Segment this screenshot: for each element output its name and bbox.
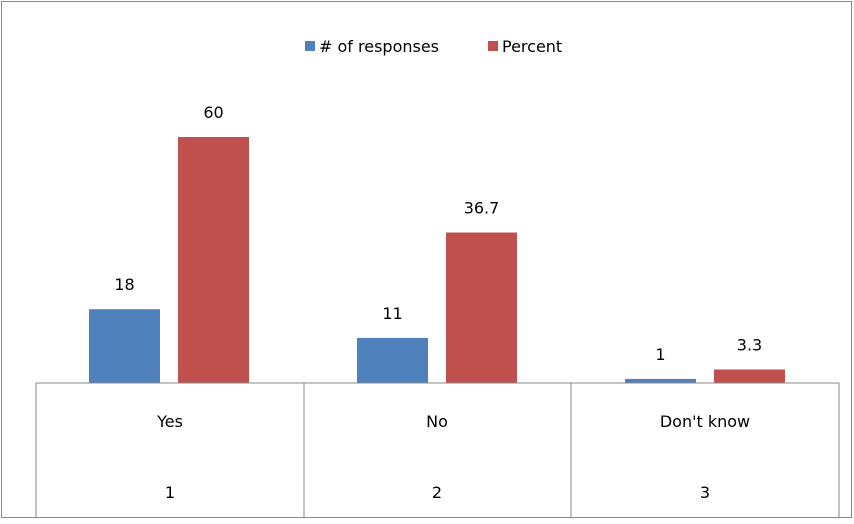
tick-number-2: 2 — [432, 483, 442, 502]
legend-label-percent: Percent — [502, 37, 562, 56]
legend-label-responses: # of responses — [319, 37, 439, 56]
data-labels: 18 60 11 36.7 1 3.3 — [114, 103, 762, 364]
bar-percent-dont-know — [714, 369, 785, 383]
data-label-responses-dont-know: 1 — [655, 345, 665, 364]
bar-responses-dont-know — [625, 378, 696, 383]
tick-label-no: No — [426, 412, 448, 431]
bar-responses-no — [357, 337, 428, 383]
legend: # of responses Percent — [305, 37, 562, 56]
tick-label-yes: Yes — [156, 412, 183, 431]
bar-percent-yes — [178, 137, 249, 383]
tick-label-dont-know: Don't know — [660, 412, 750, 431]
legend-swatch-percent — [488, 41, 498, 51]
data-label-percent-yes: 60 — [203, 103, 223, 122]
bar-responses-yes — [89, 309, 160, 383]
category-axis: Yes No Don't know 1 2 3 — [35, 382, 840, 517]
data-label-responses-yes: 18 — [114, 275, 134, 294]
data-label-percent-dont-know: 3.3 — [737, 335, 762, 354]
data-label-responses-no: 11 — [382, 304, 402, 323]
tick-number-3: 3 — [700, 483, 710, 502]
bars — [89, 137, 785, 383]
bar-percent-no — [446, 232, 517, 383]
tick-number-1: 1 — [165, 483, 175, 502]
data-label-percent-no: 36.7 — [464, 199, 500, 218]
legend-swatch-responses — [305, 41, 315, 51]
